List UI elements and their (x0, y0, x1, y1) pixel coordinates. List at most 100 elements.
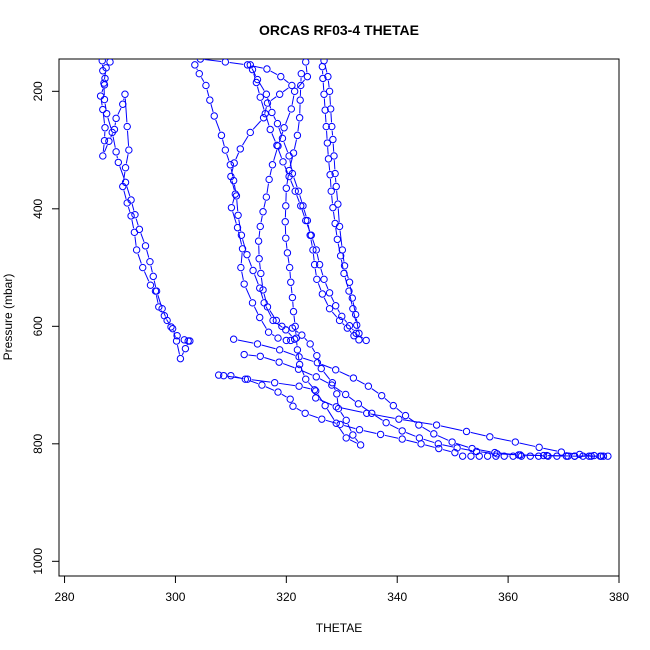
series-segment (384, 434, 399, 439)
series-segment (253, 306, 259, 314)
series-segment (304, 337, 308, 342)
series-segment (157, 294, 162, 305)
series-segment (155, 295, 159, 303)
data-point (296, 96, 304, 104)
data-point (293, 346, 302, 354)
data-point (237, 231, 246, 239)
data-point (256, 313, 264, 322)
data-point (486, 433, 494, 441)
x-tick-label: 340 (387, 590, 407, 604)
data-point (230, 159, 238, 167)
data-point (318, 62, 327, 71)
data-point (376, 430, 385, 439)
data-point (101, 124, 109, 132)
data-point (282, 336, 291, 345)
series-segment (331, 195, 333, 204)
data-point (217, 131, 226, 140)
series-segment (293, 315, 296, 323)
data-point (318, 290, 327, 298)
series-segment (271, 333, 275, 337)
series-segment (389, 424, 399, 430)
data-point (221, 59, 230, 66)
series-segment (361, 405, 369, 412)
data-point (105, 137, 113, 145)
data-point (206, 96, 214, 104)
series-segment (336, 397, 339, 405)
series-segment (349, 330, 352, 333)
data-point (231, 190, 240, 198)
series-segment (333, 160, 336, 170)
data-point (352, 329, 360, 338)
series-segment (127, 206, 131, 212)
series-segment (353, 312, 357, 322)
data-point (123, 122, 131, 131)
series-segment (332, 211, 336, 220)
data-point (570, 452, 579, 460)
series-segment (323, 98, 326, 106)
data-point (266, 125, 274, 134)
data-point (557, 448, 566, 456)
y-tick-label: 400 (31, 198, 45, 218)
series-segment (259, 262, 261, 270)
series-segment (470, 431, 486, 437)
x-tick-label: 360 (498, 590, 518, 604)
series-segment (226, 153, 230, 161)
data-point (282, 234, 290, 242)
series-segment (337, 309, 341, 313)
data-point (298, 331, 306, 339)
data-point (287, 278, 295, 286)
series-segment (329, 178, 332, 188)
series-5 (318, 59, 363, 338)
series-segment (131, 203, 135, 211)
data-point (263, 99, 272, 107)
series-segment (288, 332, 293, 337)
data-point (263, 65, 271, 73)
data-point (303, 72, 312, 81)
data-point (451, 448, 459, 457)
series-segment (314, 268, 317, 276)
data-point (272, 316, 281, 325)
data-point (326, 171, 334, 179)
series-segment (344, 319, 348, 323)
data-point (475, 452, 483, 460)
data-point (302, 59, 310, 66)
data-point (257, 269, 265, 278)
series-segment (146, 249, 150, 258)
data-point (281, 218, 289, 226)
series-segment (336, 190, 338, 200)
data-point (333, 235, 342, 244)
data-point (268, 161, 277, 169)
data-point (168, 324, 177, 333)
data-point (297, 202, 305, 210)
data-point (259, 114, 268, 122)
series-segment (263, 293, 267, 303)
series-segment (117, 107, 122, 115)
x-tick-label: 300 (165, 590, 185, 604)
data-point (310, 260, 319, 269)
data-point (100, 136, 109, 145)
data-point (539, 451, 548, 460)
data-point (415, 421, 423, 429)
data-point (310, 386, 319, 394)
series-segment (302, 357, 314, 362)
data-point (262, 193, 271, 201)
data-point (141, 242, 150, 250)
data-point (345, 287, 353, 295)
data-point (307, 231, 315, 239)
data-point (114, 158, 123, 167)
data-point (302, 375, 310, 383)
data-point (320, 275, 328, 284)
data-point (289, 307, 298, 316)
data-point (176, 354, 185, 363)
data-point (292, 334, 301, 342)
series-segment (337, 208, 340, 223)
series-segment (240, 252, 243, 264)
series-segment (210, 104, 214, 113)
data-point (511, 438, 520, 446)
data-point (135, 225, 144, 234)
series-segment (112, 136, 116, 148)
data-point (342, 416, 350, 425)
series-segment (312, 239, 316, 247)
data-point (119, 100, 127, 108)
data-point (516, 451, 525, 459)
